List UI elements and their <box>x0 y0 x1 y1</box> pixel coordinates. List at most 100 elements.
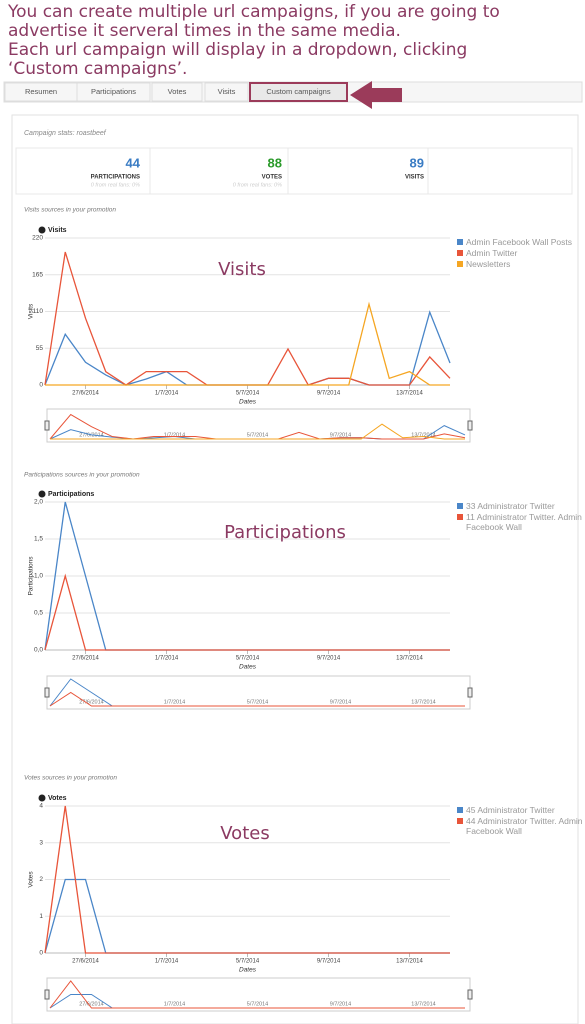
annotation-line: advertise it serveral times in the same … <box>8 21 401 41</box>
content-box <box>11 114 579 1024</box>
info-icon <box>38 794 46 802</box>
section-title: Visits sources in your promotion <box>24 207 116 214</box>
legend-entry[interactable]: Newsletters <box>466 259 584 283</box>
nav-tab-label[interactable]: Resumen <box>25 87 57 96</box>
legend-entry[interactable]: Admin Twitter <box>466 248 584 272</box>
navigator-label: 13/7/2014 <box>411 432 435 438</box>
section-title: Votes sources in your promotion <box>24 775 117 782</box>
legend-entry[interactable]: 45 Administrator Twitter <box>466 805 584 829</box>
navigator-label: 13/7/2014 <box>411 1001 435 1007</box>
x-tick-label: 27/6/2014 <box>72 959 99 965</box>
legend-entry[interactable]: 11 Administrator Twitter. Admin Facebook… <box>466 512 584 536</box>
overlay-label: Votes <box>220 823 269 844</box>
legend-label[interactable]: Newsletters <box>466 259 511 269</box>
chart-title: Votes <box>48 795 67 802</box>
legend-label[interactable]: 44 Administrator Twitter. Admin Facebook… <box>466 816 583 836</box>
y-tick-label: 1,0 <box>34 573 43 580</box>
navigator-handle[interactable] <box>467 420 473 431</box>
navigator-label: 9/7/2014 <box>330 1001 351 1007</box>
y-tick-label: 2,0 <box>34 499 43 506</box>
legend-label[interactable]: 11 Administrator Twitter. Admin Facebook… <box>466 512 582 532</box>
navigator-handle[interactable] <box>44 687 50 698</box>
x-tick-label: 9/7/2014 <box>317 656 341 662</box>
x-tick-label: 13/7/2014 <box>396 656 423 662</box>
navigator-label: 1/7/2014 <box>164 699 185 705</box>
y-tick-label: 4 <box>39 803 43 810</box>
y-tick-label: 165 <box>32 271 43 278</box>
navigator-label: 9/7/2014 <box>330 699 351 705</box>
y-tick-label: 2 <box>39 876 43 883</box>
series-line <box>45 301 450 386</box>
y-tick-label: 0,5 <box>34 610 43 617</box>
y-axis-label: Participations <box>28 556 35 596</box>
legend-label[interactable]: 45 Administrator Twitter <box>466 805 555 815</box>
y-axis-label: Visits <box>28 303 35 319</box>
navigator-label: 27/6/2014 <box>79 699 103 705</box>
legend-label[interactable]: Admin Twitter <box>466 248 518 258</box>
y-tick-label: 0 <box>39 950 43 957</box>
y-tick-label: 3 <box>39 839 43 846</box>
legend-swatch[interactable] <box>457 818 463 824</box>
x-tick-label: 1/7/2014 <box>155 656 179 662</box>
x-tick-label: 5/7/2014 <box>236 656 260 662</box>
legend-entry[interactable]: Admin Facebook Wall Posts <box>466 237 584 261</box>
stat-value: 88 <box>268 155 282 170</box>
nav-tab[interactable] <box>204 82 249 102</box>
legend-swatch[interactable] <box>457 250 463 256</box>
legend-swatch[interactable] <box>457 503 463 509</box>
series-line <box>44 805 450 954</box>
navigator-handle[interactable] <box>44 989 50 1000</box>
chart-title: Visits <box>48 227 67 234</box>
legend-entry[interactable]: 44 Administrator Twitter. Admin Facebook… <box>466 816 584 840</box>
legend-swatch[interactable] <box>457 807 463 813</box>
arrow <box>350 81 402 109</box>
legend-label[interactable]: Admin Facebook Wall Posts <box>466 237 572 247</box>
legend-swatch[interactable] <box>457 261 463 267</box>
nav-tab[interactable] <box>151 82 203 102</box>
x-axis-label: Dates <box>239 664 257 671</box>
nav-tab-label[interactable]: Participations <box>91 87 136 96</box>
x-axis-label: Dates <box>239 399 257 406</box>
legend-entry[interactable]: 33 Administrator Twitter <box>466 501 584 525</box>
navigator-handle[interactable] <box>467 989 473 1000</box>
nav-tab-label[interactable]: Custom campaigns <box>266 87 330 96</box>
annotation-line: Each url campaign will display in a drop… <box>8 40 467 60</box>
annotation-line: ‘Custom campaigns’. <box>8 59 187 79</box>
annotation-line: You can create multiple url campaigns, i… <box>7 2 500 22</box>
y-tick-label: 220 <box>32 235 43 242</box>
nav-tab-label[interactable]: Votes <box>168 87 187 96</box>
section-title: Participations sources in your promotion <box>24 472 140 479</box>
nav-tab-label[interactable]: Visits <box>218 87 236 96</box>
navigator-handle[interactable] <box>467 687 473 698</box>
navigator-line <box>49 980 465 1009</box>
series-line <box>44 573 450 651</box>
navigator-handle[interactable] <box>44 420 50 431</box>
legend-swatch[interactable] <box>457 514 463 520</box>
info-icon <box>38 226 46 234</box>
legend-label[interactable]: 33 Administrator Twitter <box>466 501 555 511</box>
info-icon <box>38 490 46 498</box>
x-tick-label: 9/7/2014 <box>317 391 341 397</box>
stat-note: 0 from real fans: 0% <box>233 182 282 188</box>
y-tick-label: 0 <box>39 382 43 389</box>
navigator-label: 27/6/2014 <box>79 1001 103 1007</box>
overlay-label: Visits <box>218 259 266 280</box>
nav-tab[interactable] <box>249 82 348 102</box>
navigator-label: 5/7/2014 <box>247 432 268 438</box>
navigator-line <box>49 691 465 707</box>
nav-tab[interactable] <box>76 82 151 102</box>
stats-box <box>15 147 573 195</box>
x-tick-label: 27/6/2014 <box>72 391 99 397</box>
navigator-label: 13/7/2014 <box>411 699 435 705</box>
navigator-label: 1/7/2014 <box>164 432 185 438</box>
x-tick-label: 13/7/2014 <box>396 959 423 965</box>
navigator-label: 1/7/2014 <box>164 1001 185 1007</box>
navigator-label: 5/7/2014 <box>247 1001 268 1007</box>
x-axis-label: Dates <box>239 967 257 974</box>
stat-label: VISITS <box>405 175 424 181</box>
legend-swatch[interactable] <box>457 239 463 245</box>
navigator-label: 5/7/2014 <box>247 699 268 705</box>
overlay-label: Participations <box>224 522 346 543</box>
y-tick-label: 1 <box>39 913 43 920</box>
